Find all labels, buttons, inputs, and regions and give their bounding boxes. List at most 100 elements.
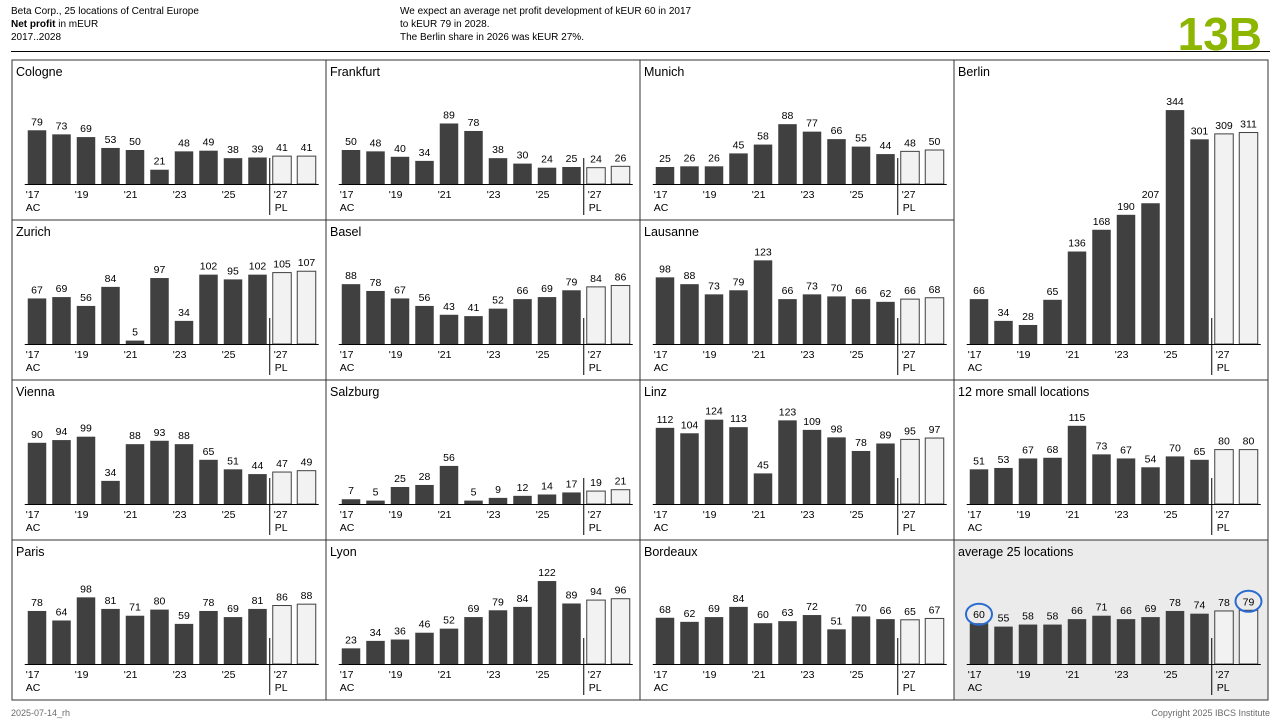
bar-actual xyxy=(827,629,846,664)
bar-actual xyxy=(1092,615,1111,664)
x-tick-label: '27 xyxy=(1216,509,1230,521)
bar-actual xyxy=(415,484,434,504)
bar-actual xyxy=(439,465,459,504)
bar-actual xyxy=(1165,456,1185,504)
bar-actual xyxy=(1092,229,1111,344)
bar-actual xyxy=(125,150,145,184)
panel-title: Munich xyxy=(644,65,684,79)
value-label: 53 xyxy=(105,134,117,146)
message-line-2: to kEUR 79 in 2028. xyxy=(400,19,490,30)
bar-actual xyxy=(223,617,243,664)
value-label: 309 xyxy=(1215,120,1233,132)
bar-actual xyxy=(802,294,822,344)
value-label: 21 xyxy=(154,156,166,168)
bar-actual xyxy=(52,134,71,184)
value-label: 78 xyxy=(1218,597,1230,609)
bar-actual xyxy=(778,621,797,664)
value-label: 66 xyxy=(973,285,985,297)
bar-actual xyxy=(341,284,361,344)
value-label: 90 xyxy=(31,429,43,441)
value-label: 79 xyxy=(31,116,43,128)
value-label: 88 xyxy=(129,430,141,442)
bar-plan xyxy=(900,150,920,185)
highlight-circle xyxy=(965,602,993,626)
bar-actual xyxy=(1018,458,1038,504)
bar-plan xyxy=(1214,449,1234,505)
value-label: 63 xyxy=(782,607,794,619)
value-label: 69 xyxy=(541,283,553,295)
bar-actual xyxy=(1043,299,1062,344)
bar-actual xyxy=(366,151,385,184)
bar-actual xyxy=(513,606,532,664)
value-label: 65 xyxy=(1047,286,1059,298)
scenario-label-ac: AC xyxy=(968,522,983,534)
scenario-label-pl: PL xyxy=(903,202,916,214)
x-tick-label: '25 xyxy=(1164,669,1178,681)
x-tick-label: '23 xyxy=(487,349,501,361)
footer-date: 2025-07-14_rh xyxy=(11,708,71,718)
value-label: 68 xyxy=(659,604,671,616)
bar-actual xyxy=(125,444,145,504)
value-label: 56 xyxy=(80,292,92,304)
bar-actual xyxy=(174,444,194,504)
x-tick-label: '25 xyxy=(850,189,864,201)
bar-actual xyxy=(248,608,267,664)
value-label: 66 xyxy=(855,285,867,297)
value-label: 26 xyxy=(684,152,696,164)
bar-actual xyxy=(802,615,822,664)
bar-actual xyxy=(464,617,483,664)
x-tick-label: '27 xyxy=(588,509,602,521)
value-label: 73 xyxy=(806,280,818,292)
value-label: 88 xyxy=(178,430,190,442)
bar-actual xyxy=(1043,624,1062,664)
x-tick-label: '17 xyxy=(340,349,354,361)
highlight-circle xyxy=(1234,589,1263,613)
value-label: 67 xyxy=(1120,444,1132,456)
scenario-label-pl: PL xyxy=(903,522,916,534)
bar-actual xyxy=(488,610,508,664)
x-tick-label: '19 xyxy=(75,189,89,201)
value-label: 79 xyxy=(733,276,745,288)
bar-plan xyxy=(924,437,945,505)
bar-actual xyxy=(827,296,846,344)
x-tick-label: '23 xyxy=(173,349,187,361)
value-label: 48 xyxy=(904,137,916,149)
scenario-label-ac: AC xyxy=(654,362,669,374)
value-label: 94 xyxy=(56,426,68,438)
panel-title: average 25 locations xyxy=(958,545,1073,559)
bar-actual xyxy=(655,277,675,344)
bar-actual xyxy=(76,597,96,664)
bar-actual xyxy=(1116,214,1136,344)
value-label: 38 xyxy=(492,144,504,156)
panel-vienna: Vienna 90 94 99 34 88 93 88 65 51 44 47 49 '17 '19 '21 '… xyxy=(11,379,327,541)
bar-actual xyxy=(1067,251,1087,344)
value-label: 9 xyxy=(495,484,501,496)
value-label: 68 xyxy=(1047,444,1059,456)
x-tick-label: '19 xyxy=(1017,349,1031,361)
bar-actual xyxy=(174,151,194,184)
panel-title: Frankfurt xyxy=(330,65,381,79)
bar-plan xyxy=(272,605,292,665)
value-label: 17 xyxy=(566,478,578,490)
bar-actual xyxy=(439,628,459,664)
panel-title: Vienna xyxy=(16,385,55,399)
x-tick-label: '23 xyxy=(1115,509,1129,521)
bar-plan xyxy=(296,155,317,185)
measure-name: Net profit xyxy=(11,19,56,30)
value-label: 95 xyxy=(904,425,916,437)
panel-title: Berlin xyxy=(958,65,990,79)
value-label: 26 xyxy=(708,152,720,164)
bar-actual xyxy=(101,480,120,504)
value-label: 65 xyxy=(904,606,916,618)
bar-actual xyxy=(415,632,434,664)
x-tick-label: '27 xyxy=(274,349,288,361)
bar-plan xyxy=(924,297,945,345)
value-label: 62 xyxy=(880,288,892,300)
x-tick-label: '17 xyxy=(968,669,982,681)
value-label: 59 xyxy=(178,610,190,622)
x-tick-label: '23 xyxy=(801,509,815,521)
value-label: 34 xyxy=(419,147,431,159)
scenario-label-pl: PL xyxy=(275,362,288,374)
bar-actual xyxy=(76,436,96,504)
x-tick-label: '25 xyxy=(222,189,236,201)
